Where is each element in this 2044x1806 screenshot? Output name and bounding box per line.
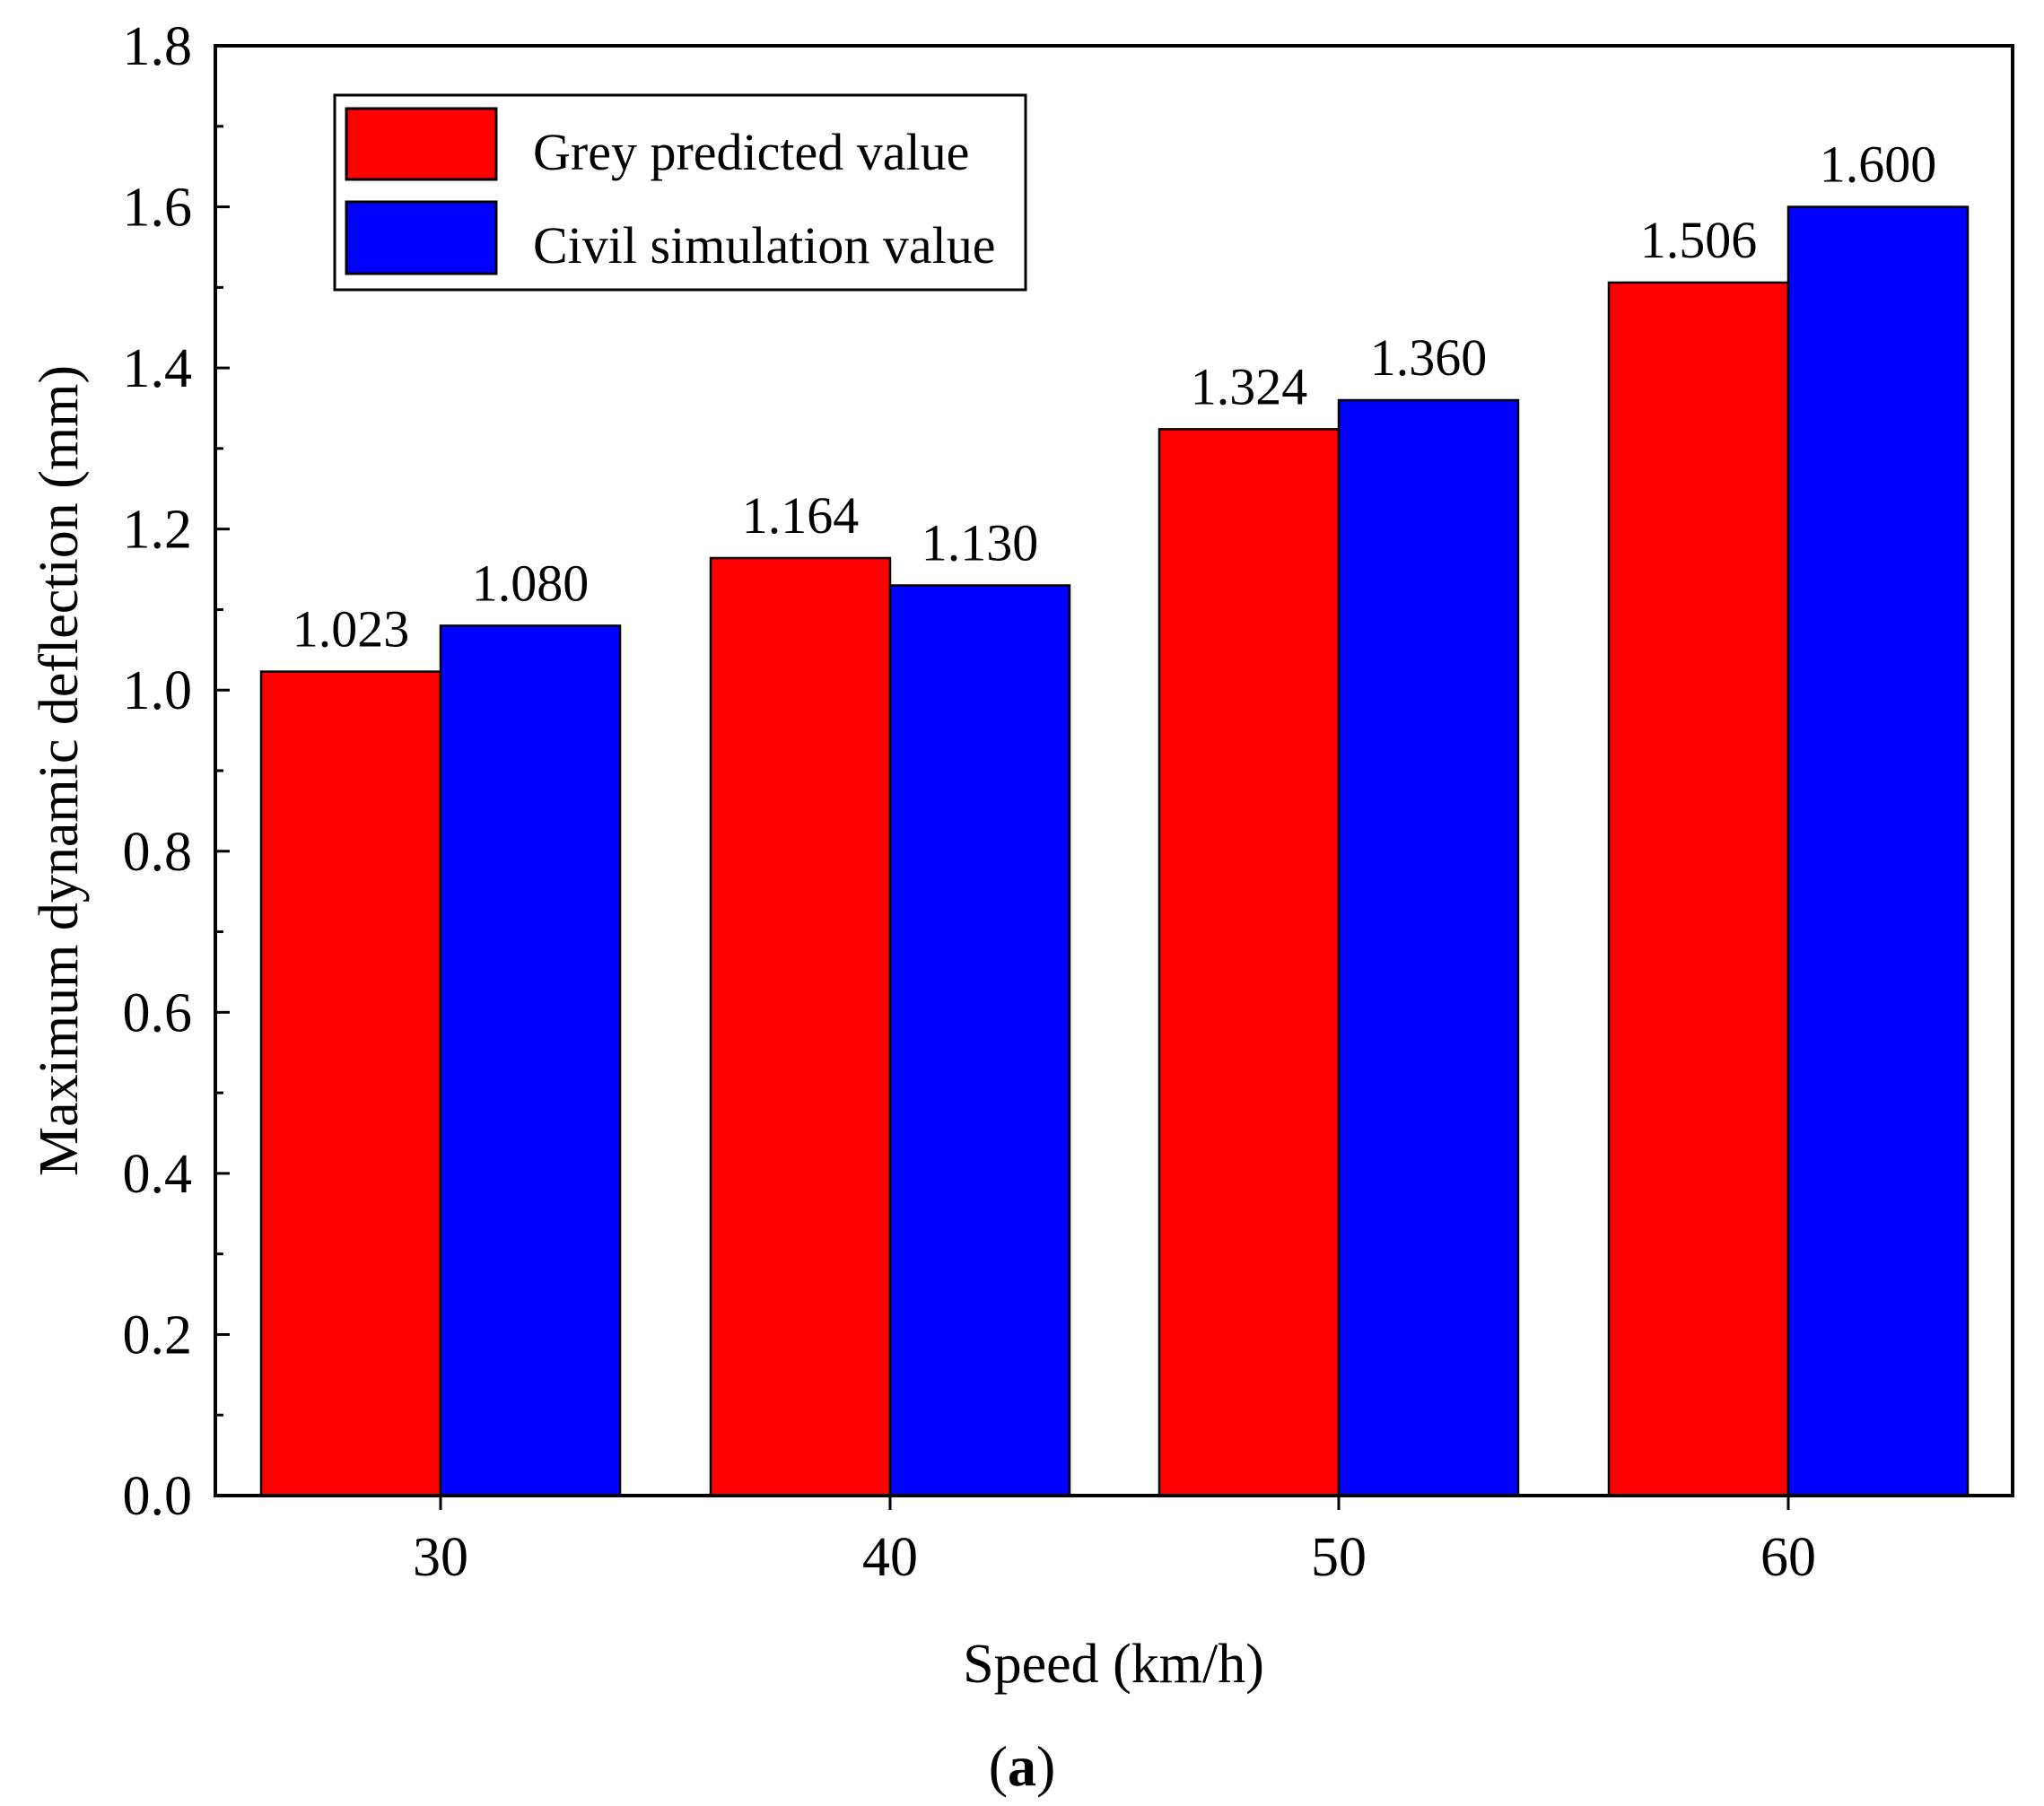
panel-label: (a)	[989, 1734, 1056, 1798]
data-label-civil-simulation-30: 1.080	[472, 554, 590, 612]
y-tick-label: 0.4	[123, 1144, 193, 1205]
x-axis: 30 40 50 60	[413, 1496, 1816, 1588]
y-axis: 0.0 0.2 0.4 0.6 0.8 1.0 1.2 1.4 1.6 1.8	[123, 16, 230, 1527]
data-label-grey-predicted-60: 1.506	[1640, 211, 1758, 269]
y-tick-label: 0.0	[123, 1466, 193, 1527]
data-label-civil-simulation-50: 1.360	[1370, 328, 1488, 387]
bar-grey-predicted-50	[1157, 428, 1341, 1497]
bar-grey-predicted-60	[1607, 281, 1790, 1497]
y-tick-label: 0.6	[123, 982, 193, 1043]
data-label-grey-predicted-50: 1.324	[1191, 357, 1308, 415]
y-tick-label: 1.2	[123, 500, 193, 561]
bar-civil-simulation-60	[1786, 205, 1970, 1497]
bar-civil-simulation-40	[888, 584, 1071, 1497]
y-tick-label: 0.8	[123, 822, 193, 883]
data-label-civil-simulation-60: 1.600	[1820, 135, 1937, 194]
data-label-grey-predicted-30: 1.023	[293, 600, 410, 659]
data-label-civil-simulation-40: 1.130	[922, 514, 1039, 572]
bars-layer	[259, 205, 1970, 1497]
bar-civil-simulation-30	[439, 624, 622, 1497]
y-tick-label: 0.2	[123, 1304, 193, 1365]
y-tick-label: 1.8	[123, 16, 193, 77]
bar-grey-predicted-40	[709, 556, 892, 1497]
y-tick-label: 1.6	[123, 178, 193, 239]
legend-label-civil-simulation: Civil simulation value	[533, 216, 996, 275]
x-tick-label-40: 40	[862, 1527, 918, 1588]
data-label-grey-predicted-40: 1.164	[742, 486, 860, 545]
x-axis-title: Speed (km/h)	[963, 1634, 1264, 1695]
legend-swatch-civil-simulation	[345, 200, 498, 275]
panel-letter: a	[1008, 1734, 1036, 1798]
y-tick-label: 1.0	[123, 660, 193, 721]
legend: Grey predicted value Civil simulation va…	[333, 93, 1027, 292]
bar-civil-simulation-50	[1337, 398, 1520, 1497]
x-tick-label-30: 30	[413, 1527, 468, 1588]
data-labels-layer: 1.023 1.080 1.164 1.130 1.324 1.360 1.506 1.600	[293, 135, 1937, 659]
legend-swatch-grey-predicted	[345, 107, 498, 181]
x-tick-label-60: 60	[1760, 1527, 1816, 1588]
x-tick-label-50: 50	[1311, 1527, 1367, 1588]
y-axis-title: Maximum dynamic deflection (mm)	[29, 365, 90, 1176]
y-tick-label: 1.4	[123, 338, 193, 399]
legend-label-grey-predicted: Grey predicted value	[533, 123, 969, 181]
bar-grey-predicted-30	[259, 670, 442, 1497]
